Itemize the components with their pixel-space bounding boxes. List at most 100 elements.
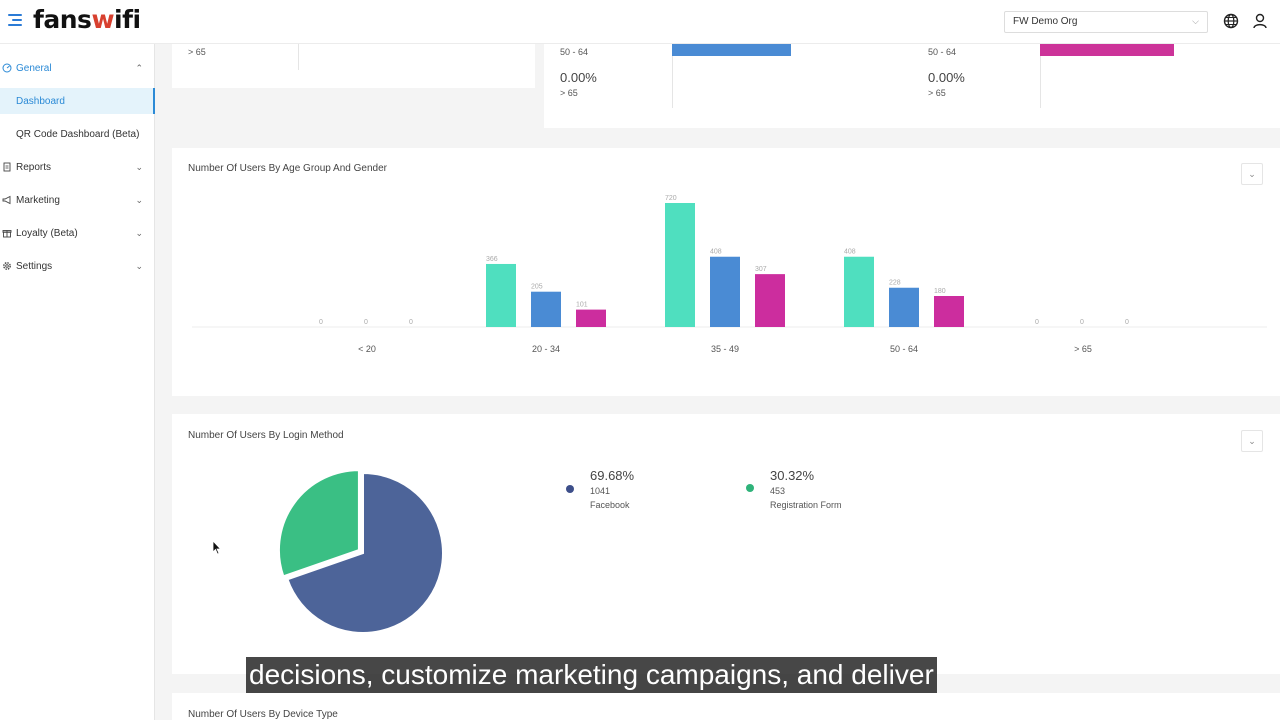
mouse-cursor-icon <box>212 540 222 555</box>
sidebar-item-marketing[interactable]: Marketing ⌄ <box>0 187 155 213</box>
x-tick-label: 20 - 34 <box>532 344 560 354</box>
x-tick-label: > 65 <box>1074 344 1092 354</box>
chevron-down-icon: ⌄ <box>135 227 143 238</box>
sidebar-item-general[interactable]: General ⌃ <box>0 55 155 81</box>
bar-1-3[interactable] <box>889 287 919 327</box>
gift-icon <box>2 230 12 238</box>
bar-2-3[interactable] <box>934 296 964 327</box>
age-label: > 65 <box>928 88 946 98</box>
sidebar-item-label: QR Code Dashboard (Beta) <box>16 128 140 140</box>
top-left-card: > 65 <box>172 44 535 88</box>
fanswifi-logo[interactable]: fanswifi <box>33 5 141 34</box>
legend-name: Facebook <box>590 500 630 510</box>
percent-value: 0.00% <box>928 70 965 85</box>
bar-value-label: 228 <box>889 280 901 287</box>
x-tick-label: 50 - 64 <box>890 344 918 354</box>
bar-value-label: 205 <box>531 284 543 291</box>
sidebar-item-label: Dashboard <box>16 95 65 107</box>
bar-0-3[interactable] <box>844 256 874 327</box>
gauge-icon <box>2 63 12 73</box>
user-icon[interactable] <box>1251 12 1269 30</box>
legend-percent: 30.32% <box>770 468 815 483</box>
sidebar-item-label: Settings <box>16 260 53 272</box>
legend-name: Registration Form <box>770 500 842 510</box>
bar-value-label: 0 <box>1035 319 1039 326</box>
bar-value-label: 720 <box>665 195 677 202</box>
chevron-down-icon: ⌄ <box>1248 168 1256 179</box>
axis-divider <box>672 44 673 108</box>
age-label: > 65 <box>560 88 578 98</box>
sidebar-item-reports[interactable]: Reports ⌄ <box>0 154 155 180</box>
bar-value-label: 307 <box>755 266 767 273</box>
card-title: Number Of Users By Device Type <box>188 709 338 720</box>
legend-count: 453 <box>770 486 786 496</box>
bar-value-label: 0 <box>409 319 413 326</box>
axis-divider <box>298 44 299 70</box>
legend-percent: 69.68% <box>590 468 635 483</box>
chevron-down-icon: ⌄ <box>135 161 143 172</box>
bar-value-label: 408 <box>844 249 856 256</box>
device-type-card: Number Of Users By Device Type <box>172 693 1280 720</box>
legend-dot-registration-form <box>746 484 754 492</box>
x-tick-label: < 20 <box>358 344 376 354</box>
login-method-card: Number Of Users By Login Method ⌄ 69.68%… <box>172 414 1280 674</box>
login-method-pie-chart <box>278 469 444 634</box>
bar-value-label: 0 <box>1125 319 1129 326</box>
bar-value-label: 0 <box>1080 319 1084 326</box>
gear-icon <box>3 262 11 270</box>
chevron-down-icon: ⌵ <box>1192 16 1199 26</box>
top-header: fanswifi FW Demo Org ⌵ <box>0 0 1280 44</box>
percent-value: 0.00% <box>560 70 597 85</box>
bar-0-1[interactable] <box>486 263 516 327</box>
pie-slice-facebook[interactable] <box>286 471 444 634</box>
bar-value-label: 0 <box>319 319 323 326</box>
age-gender-card: Number Of Users By Age Group And Gender … <box>172 148 1280 396</box>
legend-dot-facebook <box>566 485 574 493</box>
age-label: > 65 <box>188 47 206 57</box>
x-tick-label: 35 - 49 <box>711 344 739 354</box>
bar-value-label: 0 <box>364 319 368 326</box>
document-icon <box>3 162 11 172</box>
bar-1-2[interactable] <box>710 256 740 327</box>
org-select-value: FW Demo Org <box>1013 16 1078 27</box>
pie-slice-registration-form[interactable] <box>278 469 360 578</box>
sidebar-item-label: General <box>16 62 52 74</box>
sidebar-item-label: Loyalty (Beta) <box>16 227 78 239</box>
bar-value-label: 180 <box>934 288 946 295</box>
top-gender-card: 50 - 64 0.00% > 65 50 - 64 0.00% > 65 <box>544 44 1280 128</box>
chevron-up-icon: ⌃ <box>135 62 143 73</box>
bar-2-1[interactable] <box>576 309 606 327</box>
chevron-down-icon: ⌄ <box>135 260 143 271</box>
bar-value-label: 366 <box>486 256 498 263</box>
menu-icon[interactable] <box>8 14 22 26</box>
sidebar-item-settings[interactable]: Settings ⌄ <box>0 253 155 279</box>
sidebar-item-dashboard[interactable]: Dashboard <box>0 88 155 114</box>
bar-50-64-magenta <box>1040 44 1174 56</box>
bar-value-label: 101 <box>576 302 588 309</box>
sidebar-item-label: Marketing <box>16 194 60 206</box>
collapse-button[interactable]: ⌄ <box>1241 163 1263 185</box>
card-title: Number Of Users By Login Method <box>188 430 344 441</box>
globe-icon[interactable] <box>1222 12 1240 30</box>
sidebar: General ⌃ Dashboard QR Code Dashboard (B… <box>0 44 155 720</box>
sidebar-item-loyalty[interactable]: Loyalty (Beta) ⌄ <box>0 220 155 246</box>
bar-value-label: 408 <box>710 249 722 256</box>
sidebar-item-qr-code-dashboard[interactable]: QR Code Dashboard (Beta) <box>0 121 155 147</box>
video-subtitle: decisions, customize marketing campaigns… <box>246 657 937 693</box>
bar-0-2[interactable] <box>665 203 695 327</box>
card-title: Number Of Users By Age Group And Gender <box>188 163 387 174</box>
sidebar-item-label: Reports <box>16 161 52 173</box>
megaphone-icon <box>2 195 11 205</box>
collapse-button[interactable]: ⌄ <box>1241 430 1263 452</box>
axis-divider <box>1040 44 1041 108</box>
chevron-down-icon: ⌄ <box>135 194 143 205</box>
bar-1-1[interactable] <box>531 291 561 327</box>
age-label: 50 - 64 <box>560 47 589 57</box>
bar-50-64-blue <box>672 44 791 56</box>
bar-2-2[interactable] <box>755 274 785 327</box>
age-label: 50 - 64 <box>928 47 957 57</box>
chevron-down-icon: ⌄ <box>1248 435 1256 446</box>
org-select[interactable]: FW Demo Org ⌵ <box>1004 11 1208 33</box>
age-gender-bar-chart: 0 0 0 < 20 366 205 101 20 - 34 720 408 307 35 - 49 4… <box>192 195 1267 354</box>
legend-count: 1041 <box>590 486 611 496</box>
